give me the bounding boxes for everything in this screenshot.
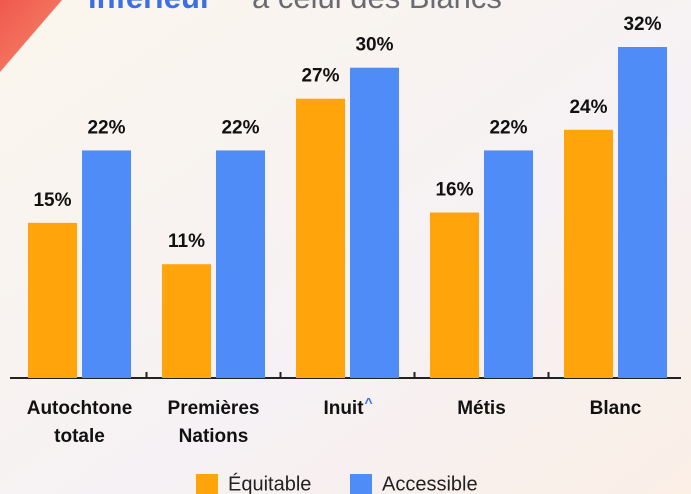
value-label: 22% xyxy=(221,117,259,138)
value-label: 16% xyxy=(435,180,473,201)
corner-decoration xyxy=(0,0,62,72)
legend-label: Équitable xyxy=(228,472,311,494)
bar xyxy=(564,129,613,378)
legend-label: Accessible xyxy=(382,473,478,494)
value-label: 24% xyxy=(569,97,607,118)
bar xyxy=(28,222,77,378)
footnote-mark: ^ xyxy=(365,395,373,411)
value-label: 30% xyxy=(355,35,393,56)
bar xyxy=(162,264,211,378)
legend-swatch xyxy=(350,474,372,494)
category-label: Inuit xyxy=(323,398,364,419)
bar xyxy=(296,98,345,378)
bar xyxy=(82,150,131,378)
legend-swatch xyxy=(196,474,218,494)
value-label: 22% xyxy=(489,117,527,138)
value-label: 27% xyxy=(301,66,339,87)
category-label: Métis xyxy=(457,398,506,419)
category-label: Blanc xyxy=(590,398,642,419)
title: à celui des Blancs xyxy=(252,0,502,15)
bar xyxy=(484,150,533,378)
bar xyxy=(216,150,265,378)
bar xyxy=(350,67,399,378)
value-label: 32% xyxy=(623,14,661,35)
value-label: 11% xyxy=(168,231,205,252)
bar xyxy=(430,212,479,378)
category-label: Premières Nations xyxy=(168,398,260,447)
title-emphasis: inférieur xyxy=(88,0,212,15)
value-label: 15% xyxy=(33,190,71,211)
bar xyxy=(618,47,667,378)
category-label: Autochtone totale xyxy=(27,398,133,447)
value-label: 22% xyxy=(87,117,125,138)
